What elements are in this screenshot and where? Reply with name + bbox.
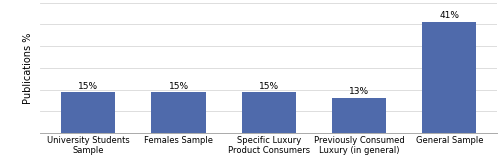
Text: 13%: 13% xyxy=(349,87,369,96)
Text: 15%: 15% xyxy=(168,82,188,91)
Bar xyxy=(61,92,116,133)
Text: 15%: 15% xyxy=(78,82,98,91)
Y-axis label: Publications %: Publications % xyxy=(23,32,33,104)
Bar xyxy=(332,98,386,133)
Text: 41%: 41% xyxy=(440,11,460,20)
Bar xyxy=(422,22,476,133)
Bar xyxy=(242,92,296,133)
Text: 15%: 15% xyxy=(259,82,279,91)
Bar xyxy=(152,92,206,133)
